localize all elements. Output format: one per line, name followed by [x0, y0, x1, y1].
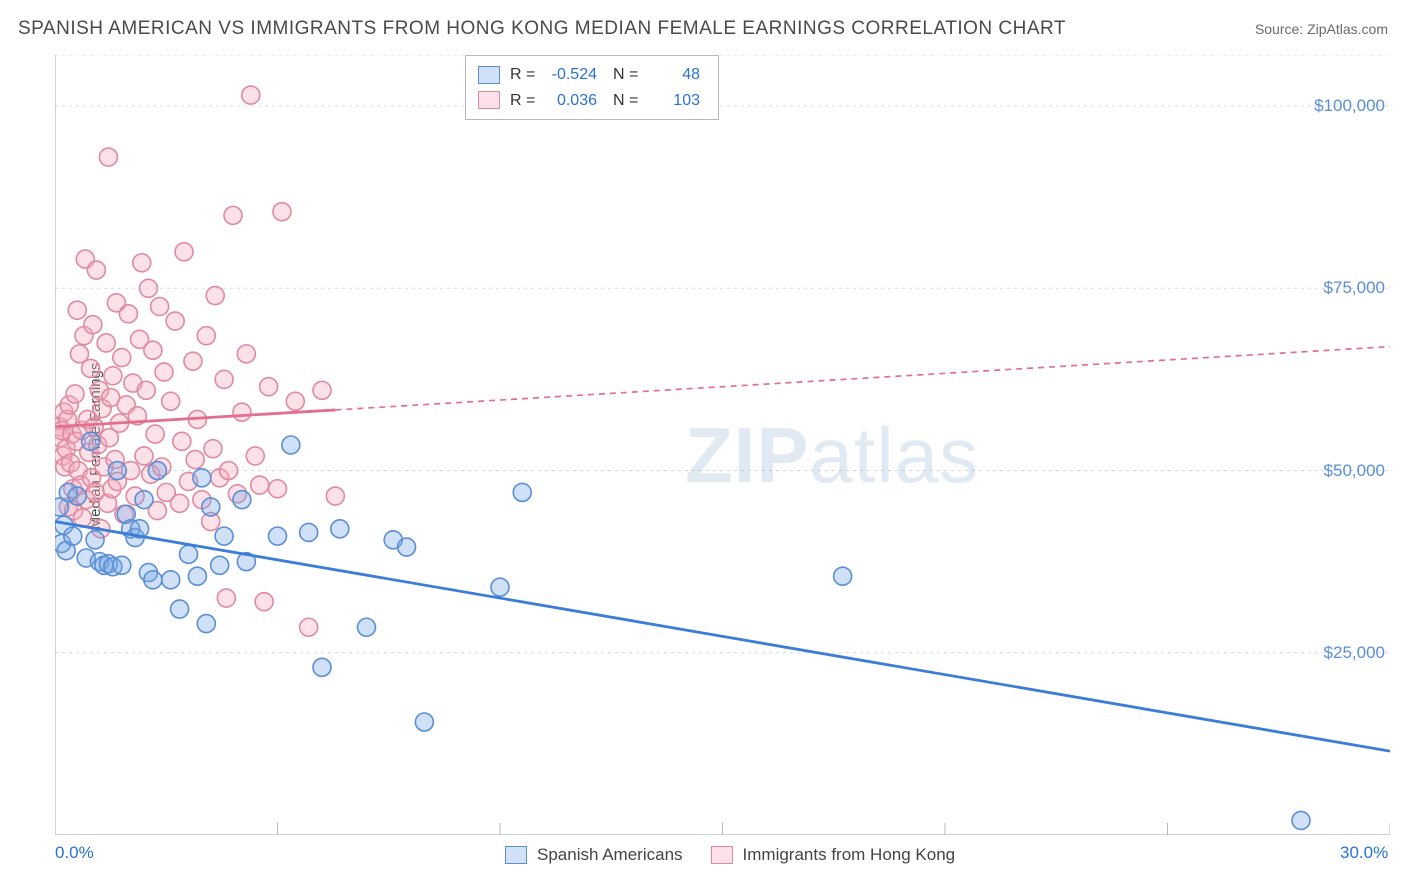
- chart-title: SPANISH AMERICAN VS IMMIGRANTS FROM HONG…: [18, 18, 1066, 40]
- x-tick-label: 30.0%: [1340, 843, 1388, 863]
- chart-header: SPANISH AMERICAN VS IMMIGRANTS FROM HONG…: [18, 18, 1388, 40]
- y-tick-label: $100,000: [1295, 96, 1385, 116]
- swatch-b: [478, 91, 500, 109]
- plot-area: ZIPatlas R = -0.524 N = 48 R = 0.036 N =…: [55, 55, 1390, 835]
- r-label-a: R =: [510, 62, 538, 88]
- source-attribution: Source: ZipAtlas.com: [1255, 21, 1388, 37]
- chart-svg: [55, 55, 1390, 835]
- n-value-a: 48: [651, 62, 706, 88]
- chart-container: SPANISH AMERICAN VS IMMIGRANTS FROM HONG…: [0, 0, 1406, 892]
- r-label-b: R =: [510, 88, 538, 114]
- swatch-a: [478, 66, 500, 84]
- swatch-b-bottom: [711, 846, 733, 864]
- swatch-a-bottom: [505, 846, 527, 864]
- legend-label-b: Immigrants from Hong Kong: [743, 845, 956, 865]
- y-tick-label: $50,000: [1295, 461, 1385, 481]
- r-value-b: 0.036: [548, 88, 603, 114]
- source-name: ZipAtlas.com: [1307, 21, 1388, 37]
- series-legend: Spanish Americans Immigrants from Hong K…: [505, 845, 955, 865]
- n-label-b: N =: [613, 88, 641, 114]
- n-value-b: 103: [651, 88, 706, 114]
- n-label-a: N =: [613, 62, 641, 88]
- correlation-row-a: R = -0.524 N = 48: [478, 62, 706, 88]
- correlation-row-b: R = 0.036 N = 103: [478, 88, 706, 114]
- y-tick-label: $25,000: [1295, 643, 1385, 663]
- source-prefix: Source:: [1255, 21, 1307, 37]
- r-value-a: -0.524: [548, 62, 603, 88]
- correlation-legend: R = -0.524 N = 48 R = 0.036 N = 103: [465, 55, 719, 120]
- legend-item-a: Spanish Americans: [505, 845, 683, 865]
- x-tick-label: 0.0%: [55, 843, 94, 863]
- legend-item-b: Immigrants from Hong Kong: [711, 845, 956, 865]
- y-tick-label: $75,000: [1295, 278, 1385, 298]
- legend-label-a: Spanish Americans: [537, 845, 683, 865]
